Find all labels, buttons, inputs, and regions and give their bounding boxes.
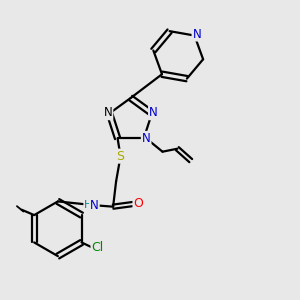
Text: N: N bbox=[90, 199, 99, 212]
Text: N: N bbox=[193, 28, 201, 40]
Text: O: O bbox=[134, 197, 143, 210]
Text: N: N bbox=[142, 132, 151, 145]
Text: N: N bbox=[103, 106, 112, 119]
Text: H: H bbox=[84, 200, 93, 210]
Text: N: N bbox=[149, 106, 158, 119]
Text: S: S bbox=[117, 150, 124, 163]
Text: Cl: Cl bbox=[92, 241, 104, 254]
